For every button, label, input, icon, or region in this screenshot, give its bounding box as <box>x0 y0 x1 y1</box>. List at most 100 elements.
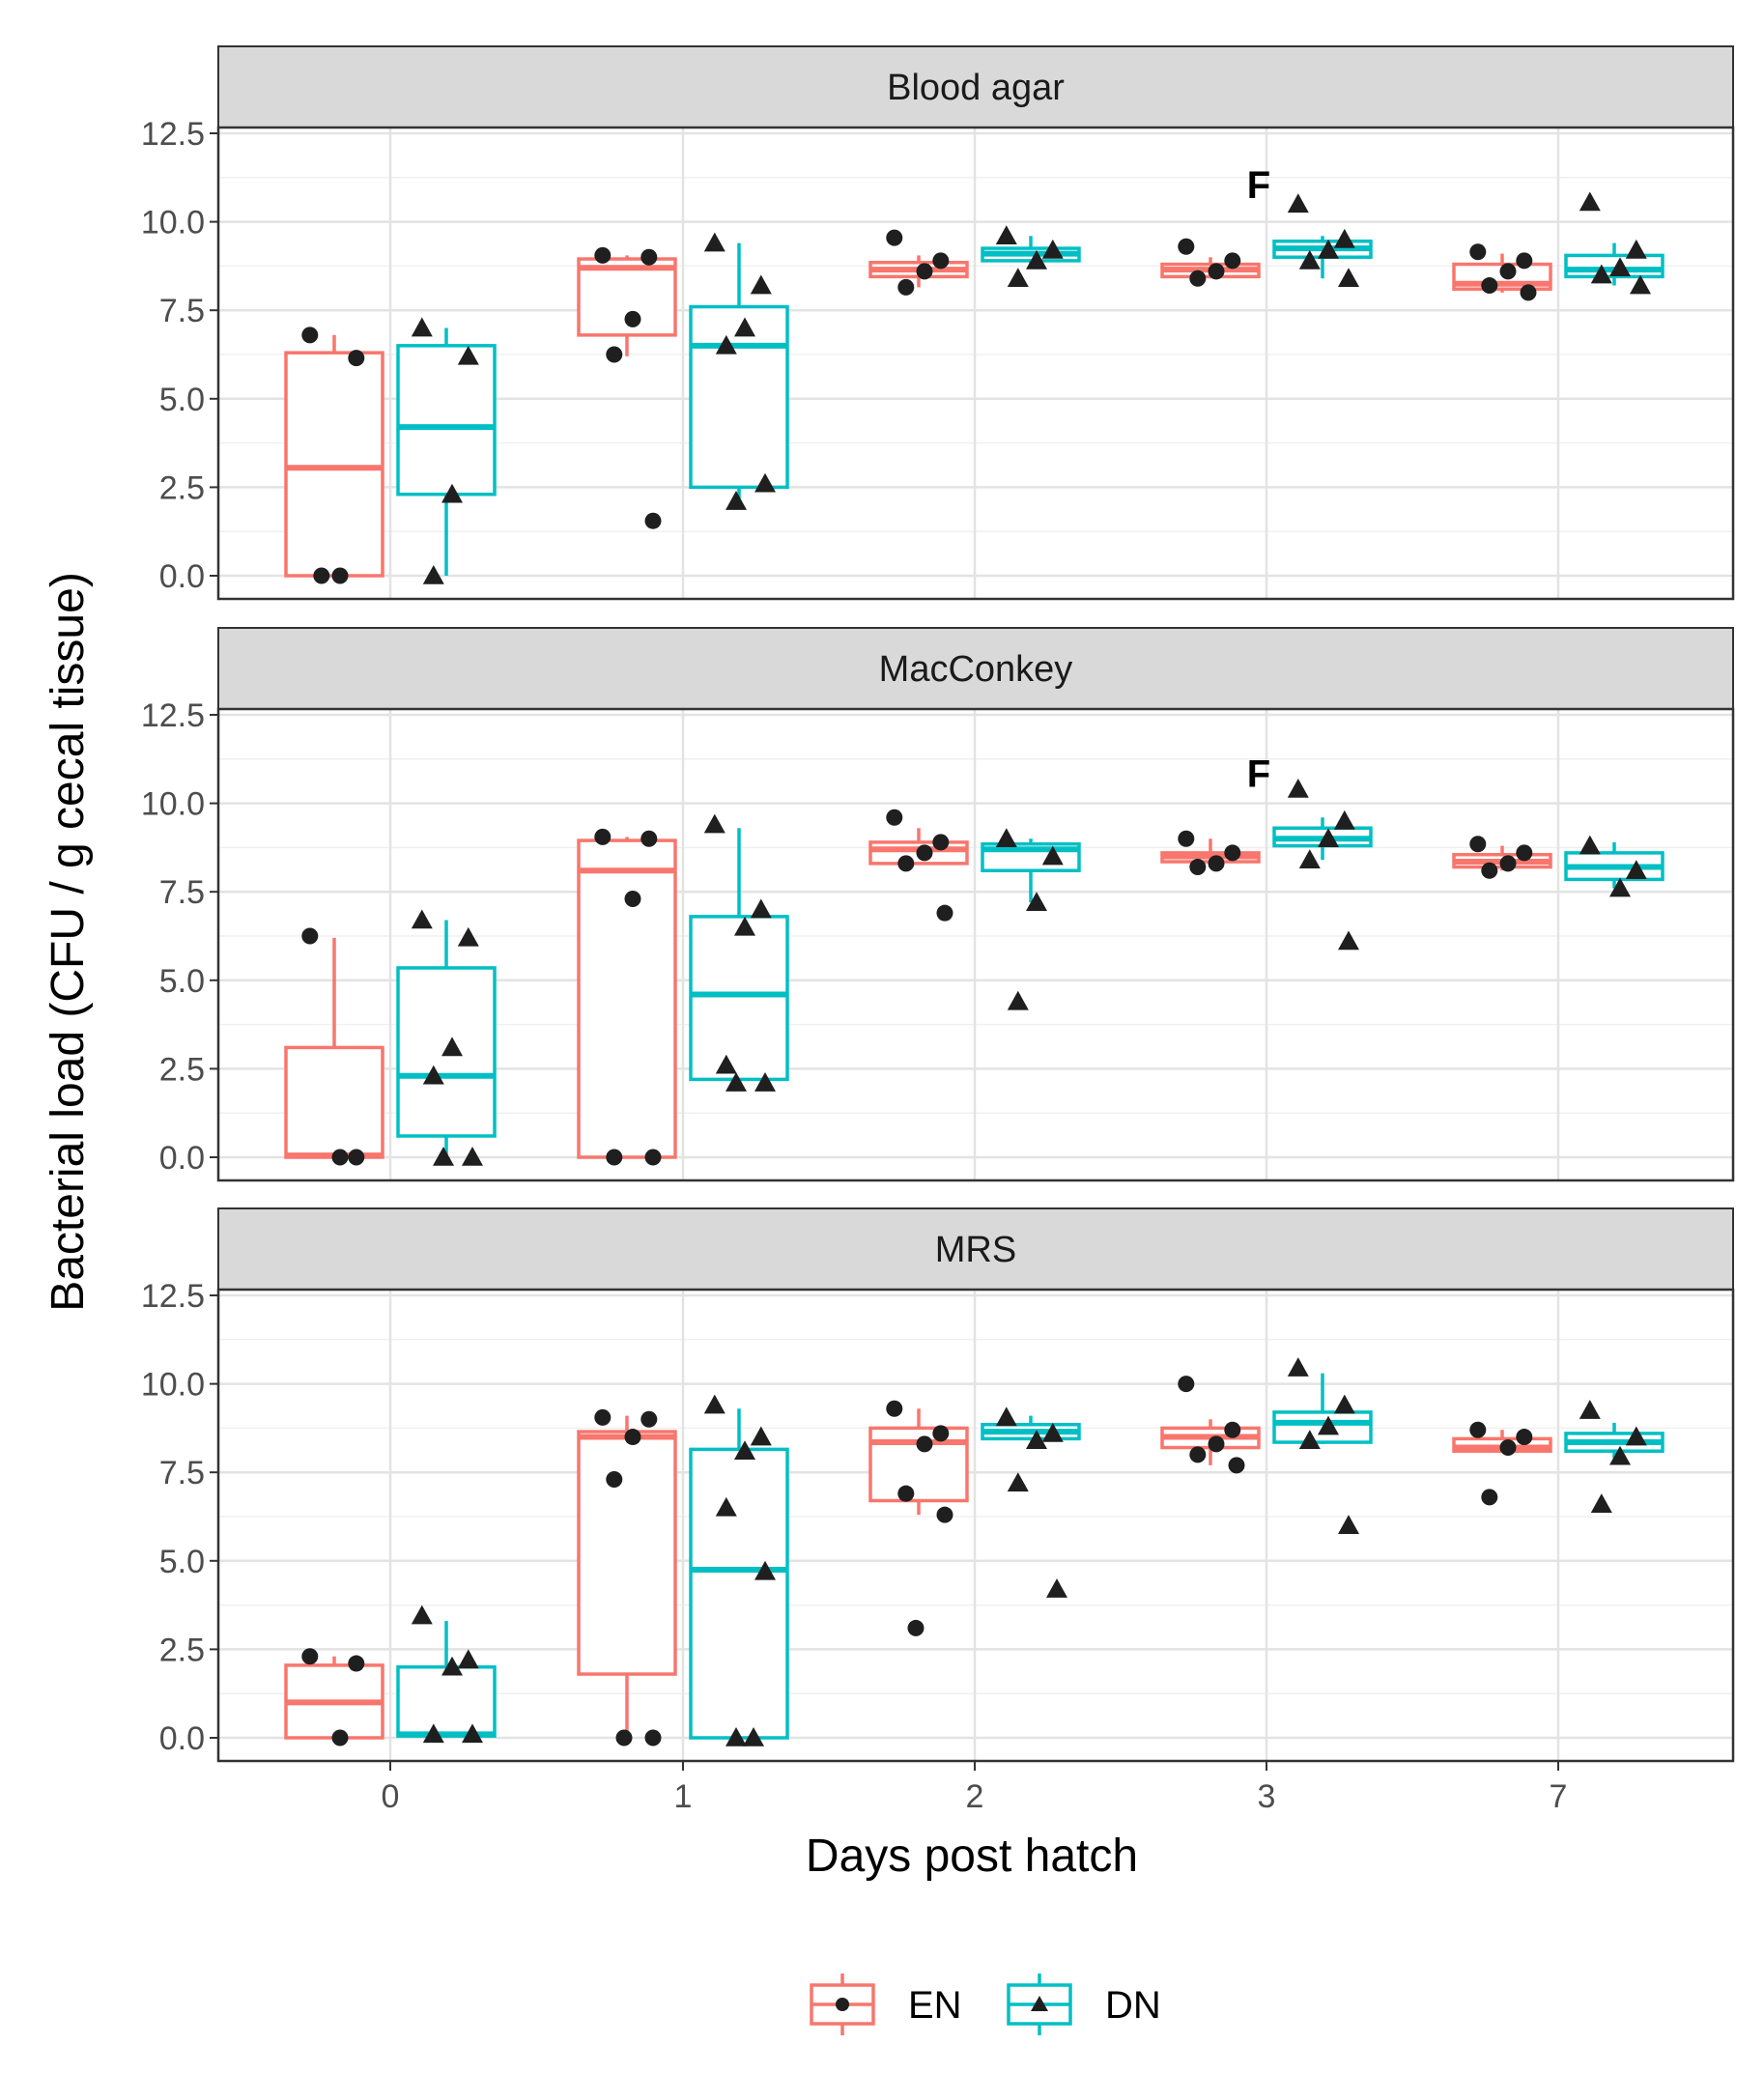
data-point-circle <box>1499 1439 1517 1457</box>
y-tick-label: 0.0 <box>159 1720 205 1757</box>
data-point-triangle <box>1609 257 1631 277</box>
data-point-triangle <box>1298 1430 1321 1450</box>
y-tick-label: 0.0 <box>159 558 205 595</box>
box-EN-day-0 <box>284 1648 384 1746</box>
y-tick-label: 7.5 <box>159 293 205 329</box>
y-axis-title: Bacterial load (CFU / g cecal tissue) <box>43 572 94 1312</box>
data-point-triangle <box>1287 193 1309 213</box>
legend-label: DN <box>1105 1984 1161 2027</box>
data-point-triangle <box>1590 264 1612 284</box>
data-point-circle <box>932 834 950 851</box>
y-tick-label: 12.5 <box>141 1278 205 1315</box>
box-DN-day-0 <box>396 317 497 584</box>
data-point-triangle <box>703 232 726 252</box>
facet-title: MacConkey <box>879 649 1073 690</box>
box-body <box>689 915 789 1082</box>
data-point-triangle <box>1046 1578 1067 1598</box>
data-point-triangle <box>457 1649 479 1669</box>
box-EN-day-3 <box>1160 830 1261 876</box>
data-point-triangle <box>1041 239 1064 259</box>
legend-key-circle <box>836 1998 849 2011</box>
data-point-triangle <box>1298 849 1321 869</box>
data-point-triangle <box>1625 860 1647 880</box>
legend-key-triangle <box>1031 1996 1048 2011</box>
data-point-triangle <box>1026 1430 1047 1450</box>
x-tick-label: 1 <box>674 1778 693 1815</box>
data-point-triangle <box>1318 239 1339 259</box>
data-point-circle <box>1499 263 1517 280</box>
data-point-triangle <box>1338 930 1359 951</box>
data-point-triangle <box>734 1440 755 1461</box>
box-body <box>284 1045 384 1159</box>
data-point-triangle <box>754 1560 776 1580</box>
data-point-triangle <box>1333 1394 1355 1414</box>
data-point-triangle <box>995 225 1017 245</box>
data-point-circle <box>348 1655 365 1672</box>
box-DN-day-3 <box>1272 1357 1373 1534</box>
data-point-circle <box>886 229 903 246</box>
data-point-circle <box>936 904 953 922</box>
box-body <box>396 344 497 497</box>
data-point-triangle <box>754 1072 776 1092</box>
data-point-circle <box>1481 862 1498 879</box>
data-point-triangle <box>1579 191 1601 212</box>
data-point-circle <box>916 844 933 862</box>
data-point-triangle <box>1007 990 1029 1010</box>
box-body <box>577 1430 677 1676</box>
data-point-circle <box>301 927 319 945</box>
data-point-triangle <box>411 317 433 337</box>
data-point-circle <box>1516 252 1533 270</box>
data-point-circle <box>1208 1435 1225 1453</box>
data-point-circle <box>594 828 612 845</box>
data-point-circle <box>1516 1429 1533 1446</box>
data-point-circle <box>1208 263 1225 280</box>
data-point-triangle <box>1609 877 1631 897</box>
data-point-triangle <box>1007 1472 1029 1491</box>
data-point-triangle <box>462 1723 483 1744</box>
data-point-circle <box>897 278 915 296</box>
x-tick-label: 0 <box>382 1778 400 1815</box>
data-point-circle <box>897 855 915 872</box>
facet-title: MRS <box>935 1230 1016 1270</box>
data-point-circle <box>1469 836 1487 853</box>
data-point-triangle <box>1338 1515 1359 1534</box>
box-DN-day-3 <box>1272 778 1373 951</box>
data-point-triangle <box>441 1036 463 1057</box>
y-tick-label: 7.5 <box>159 1455 205 1491</box>
data-point-circle <box>606 346 623 363</box>
box-DN-day-7 <box>1564 1400 1664 1513</box>
data-point-circle <box>313 567 330 584</box>
y-tick-label: 12.5 <box>141 116 205 153</box>
data-point-circle <box>301 1648 319 1665</box>
facet-strip <box>217 1207 1734 1291</box>
data-point-circle <box>907 1619 925 1636</box>
data-point-circle <box>1516 844 1533 862</box>
data-point-circle <box>1469 1421 1487 1438</box>
box-body <box>689 304 789 490</box>
box-DN-day-1 <box>689 1394 789 1746</box>
data-point-circle <box>1499 855 1517 872</box>
y-tick-label: 10.0 <box>141 1367 205 1404</box>
data-point-circle <box>331 1149 349 1166</box>
box-DN-day-1 <box>689 813 789 1092</box>
data-point-triangle <box>433 1147 454 1166</box>
significance-annotation: F <box>1247 164 1270 207</box>
data-point-circle <box>932 1425 950 1442</box>
box-DN-day-2 <box>981 1406 1081 1598</box>
data-point-circle <box>916 1435 933 1453</box>
data-point-circle <box>331 1729 349 1746</box>
facet-panel: MRS 0.0 2.5 5.0 7.5 10.0 12.5 0 1 2 3 7 <box>141 1207 1735 1815</box>
data-point-circle <box>1224 1421 1241 1438</box>
data-point-triangle <box>1041 845 1064 866</box>
box-DN-day-1 <box>689 232 789 510</box>
x-tick-label: 2 <box>966 1778 984 1815</box>
data-point-triangle <box>422 1065 444 1085</box>
data-point-triangle <box>703 813 726 834</box>
facet-strip <box>217 45 1734 128</box>
data-point-circle <box>1189 1446 1207 1463</box>
data-point-triangle <box>1630 274 1651 295</box>
data-point-circle <box>1208 855 1225 872</box>
box-DN-day-0 <box>396 1604 497 1744</box>
data-point-triangle <box>715 334 737 355</box>
y-tick-label: 0.0 <box>159 1140 205 1177</box>
